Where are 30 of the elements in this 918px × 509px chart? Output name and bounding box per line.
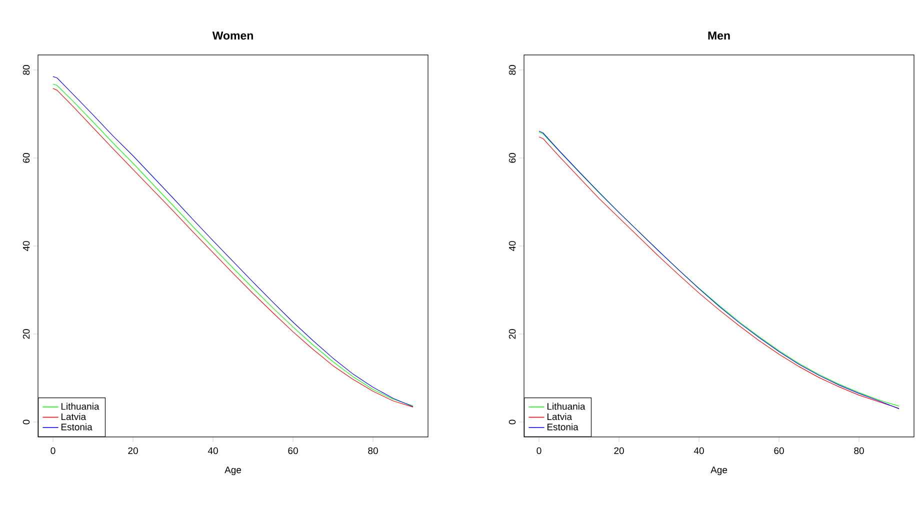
y-tick-label: 40 <box>508 241 516 252</box>
legend-label: Latvia <box>61 413 86 420</box>
y-tick-label: 0 <box>508 420 516 424</box>
x-tick-label: 20 <box>128 447 138 454</box>
y-tick-label: 60 <box>508 153 516 163</box>
x-axis-title: Age <box>710 466 728 476</box>
chart-title: Men <box>708 32 730 40</box>
x-tick-label: 40 <box>694 447 704 454</box>
y-tick-label: 20 <box>508 329 516 339</box>
chart-title: Women <box>212 32 253 40</box>
legend-label: Estonia <box>547 423 578 430</box>
x-tick-label: 80 <box>368 447 378 454</box>
y-tick-label: 40 <box>22 241 30 252</box>
y-tick-label: 80 <box>508 65 516 75</box>
x-tick-label: 60 <box>288 447 298 454</box>
x-tick-label: 80 <box>854 447 864 454</box>
x-tick-label: 20 <box>614 447 624 454</box>
legend-label: Latvia <box>547 413 572 420</box>
y-tick-label: 60 <box>22 153 30 163</box>
y-tick-label: 0 <box>22 420 30 424</box>
legend-label: Estonia <box>61 423 92 430</box>
y-tick-label: 80 <box>22 65 30 75</box>
legend-label: Lithuania <box>547 402 586 410</box>
legend-label: Lithuania <box>61 402 100 410</box>
x-tick-label: 40 <box>208 447 218 454</box>
y-tick-label: 20 <box>22 329 30 339</box>
x-tick-label: 0 <box>50 447 56 454</box>
x-axis-title: Age <box>224 466 242 476</box>
x-tick-label: 0 <box>536 447 542 454</box>
x-tick-label: 60 <box>774 447 784 454</box>
